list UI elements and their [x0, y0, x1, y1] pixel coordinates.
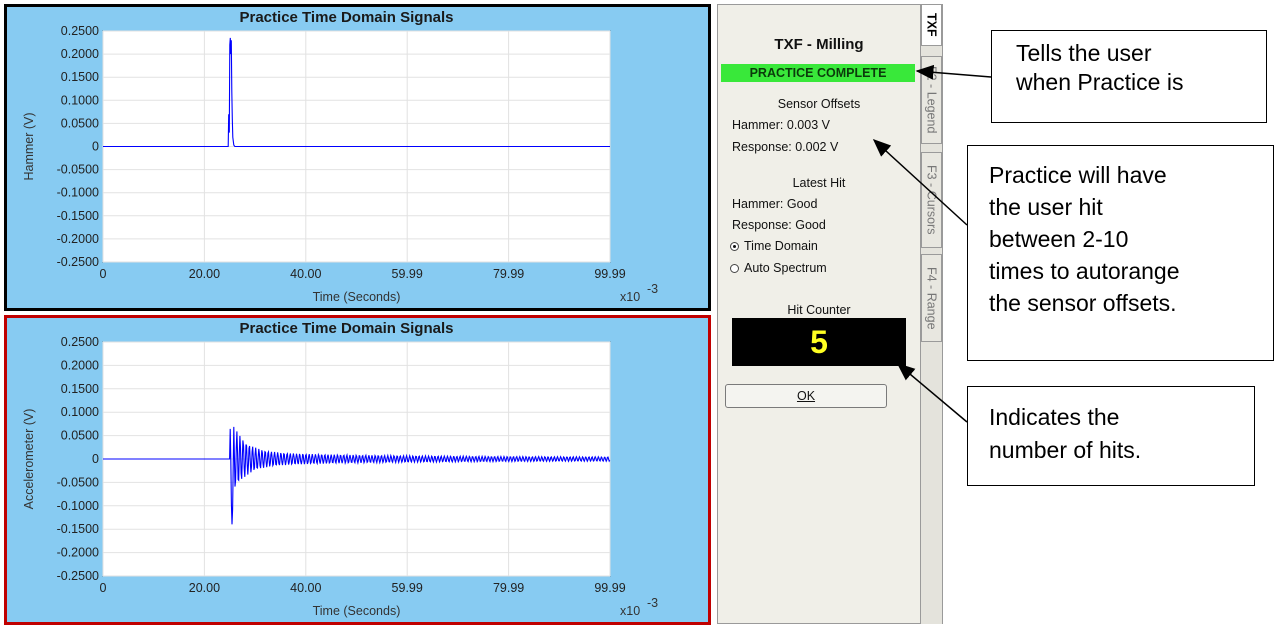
radio-unselected-icon [730, 263, 739, 273]
y-tick-label: -0.1500 [57, 209, 99, 223]
x-tick-label: 40.00 [290, 267, 321, 281]
callout-offsets-line: times to autorange [989, 258, 1180, 284]
x-tick-label: 59.99 [392, 581, 423, 595]
x-tick-label: 59.99 [392, 267, 423, 281]
callout-practice-line-2: when Practice is [1016, 69, 1184, 95]
y-tick-label: 0.1500 [61, 70, 99, 84]
response-offset-value: Response: 0.002 V [732, 140, 839, 154]
x-axis-exponent: -3 [647, 282, 658, 296]
radio-time-domain-label: Time Domain [744, 239, 818, 253]
radio-selected-icon [730, 241, 739, 251]
y-tick-label: -0.2000 [57, 232, 99, 246]
accelerometer-plot: Practice Time Domain Signals 0.2500 0.2000… [22, 320, 658, 618]
y-axis-label: Accelerometer (V) [22, 409, 36, 510]
y-tick-label: 0.0500 [61, 429, 99, 443]
y-tick-label: -0.2000 [57, 546, 99, 560]
y-tick-label: 0.2000 [61, 47, 99, 61]
y-tick-label: 0.1500 [61, 382, 99, 396]
x-axis-label: Time (Seconds) [313, 604, 401, 618]
radio-time-domain[interactable]: Time Domain [730, 239, 818, 253]
x-tick-label: 20.00 [189, 267, 220, 281]
callout-hits-line: Indicates the [989, 404, 1120, 430]
y-tick-label: -0.0500 [57, 475, 99, 489]
x-tick-label: 0 [100, 581, 107, 595]
y-tick-label: -0.1000 [57, 499, 99, 513]
y-tick-label: -0.0500 [57, 163, 99, 177]
y-tick-label: 0 [92, 452, 99, 466]
accelerometer-plot-panel[interactable]: Practice Time Domain Signals 0.2500 0.2000… [4, 315, 711, 625]
radio-auto-spectrum-label: Auto Spectrum [744, 261, 827, 275]
hit-counter-value: 5 [810, 323, 828, 360]
y-tick-label: -0.1000 [57, 186, 99, 200]
x-tick-label: 79.99 [493, 581, 524, 595]
x-tick-label: 40.00 [290, 581, 321, 595]
callout-sensor-offsets: Practice will have the user hit between … [967, 145, 1274, 361]
x-axis-exponent: -3 [647, 596, 658, 610]
signal-line [103, 37, 610, 148]
hammer-hit-status: Hammer: Good [732, 197, 818, 211]
tab-legend[interactable]: F2 - Legend [921, 56, 942, 144]
tab-txf[interactable]: TXF [921, 4, 942, 46]
y-axis-label: Hammer (V) [22, 112, 36, 180]
response-hit-status: Response: Good [732, 218, 826, 232]
callout-offsets-line: Practice will have [989, 162, 1167, 188]
latest-hit-heading: Latest Hit [792, 176, 846, 190]
hammer-plot: Practice Time Domain Signals 0.2500 0.2000… [22, 9, 658, 304]
signal-line [103, 426, 611, 525]
y-tick-label: 0.2500 [61, 335, 99, 349]
control-panel: TXF - Milling PRACTICE COMPLETE Sensor O… [717, 4, 921, 624]
callout-offsets-line: the user hit [989, 194, 1103, 220]
callout-practice-complete: Tells the user when Practice is [991, 30, 1267, 123]
x-axis-label: Time (Seconds) [313, 290, 401, 304]
callout-hit-count: Indicates the number of hits. [967, 386, 1255, 486]
ok-button[interactable]: OK [725, 384, 887, 408]
callout-practice-line-1: Tells the user [1016, 40, 1152, 66]
y-tick-label: 0.2000 [61, 358, 99, 372]
callout-hits-line: number of hits. [989, 437, 1142, 463]
x-axis-multiplier: x10 [620, 290, 640, 304]
y-tick-label: 0.1000 [61, 93, 99, 107]
plot-title: Practice Time Domain Signals [240, 9, 454, 26]
x-tick-label: 20.00 [189, 581, 220, 595]
y-tick-label: 0.0500 [61, 116, 99, 130]
hammer-plot-panel[interactable]: Practice Time Domain Signals 0.2500 0.2000… [4, 4, 711, 311]
practice-status-badge: PRACTICE COMPLETE [721, 64, 915, 82]
plot-title: Practice Time Domain Signals [240, 320, 454, 337]
y-tick-label: -0.2500 [57, 569, 99, 583]
x-tick-label: 99.99 [594, 267, 625, 281]
tab-range[interactable]: F4 - Range [921, 254, 942, 342]
callout-offsets-line: between 2-10 [989, 226, 1129, 252]
y-tick-label: 0 [92, 140, 99, 154]
vertical-tab-strip: TXF F2 - Legend F3 - Cursors F4 - Range [921, 4, 943, 624]
hit-counter-display: 5 [732, 318, 906, 366]
x-tick-label: 79.99 [493, 267, 524, 281]
y-tick-label: -0.1500 [57, 522, 99, 536]
callout-offsets-line: the sensor offsets. [989, 290, 1177, 316]
hammer-offset-value: Hammer: 0.003 V [732, 118, 830, 132]
panel-title: TXF - Milling [774, 36, 864, 53]
y-tick-label: 0.2500 [61, 24, 99, 38]
tab-cursors[interactable]: F3 - Cursors [921, 152, 942, 248]
x-axis-multiplier: x10 [620, 604, 640, 618]
y-tick-label: -0.2500 [57, 255, 99, 269]
sensor-offsets-heading: Sensor Offsets [777, 97, 861, 111]
hit-counter-heading: Hit Counter [787, 303, 851, 317]
radio-auto-spectrum[interactable]: Auto Spectrum [730, 261, 827, 275]
y-tick-label: 0.1000 [61, 405, 99, 419]
x-tick-label: 99.99 [594, 581, 625, 595]
x-tick-label: 0 [100, 267, 107, 281]
